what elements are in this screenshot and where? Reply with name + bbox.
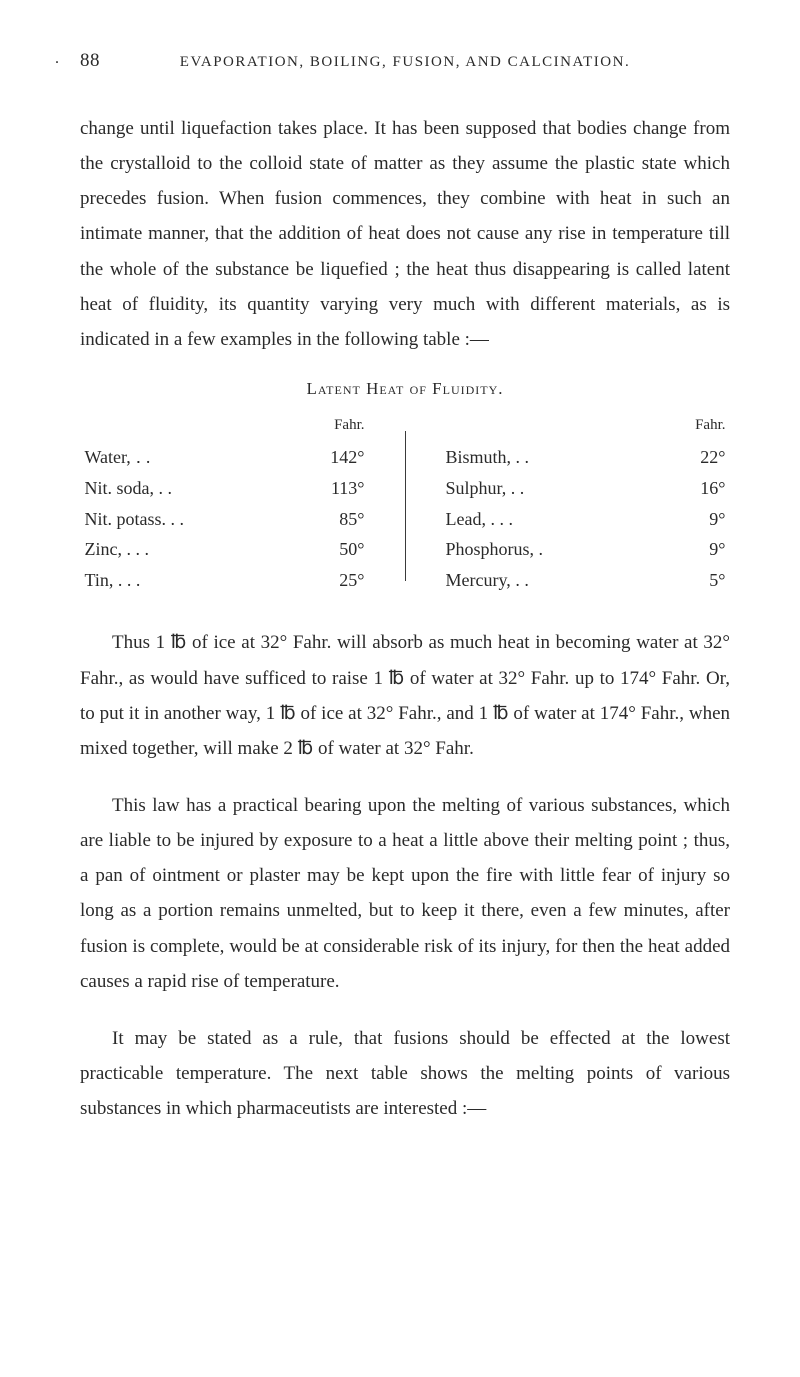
table-row: Bismuth, . . 22° bbox=[446, 442, 726, 473]
row-dots: . . bbox=[166, 509, 184, 529]
row-value: 142° bbox=[305, 442, 365, 473]
row-label: Tin, . bbox=[85, 570, 123, 590]
row-dots: . . bbox=[122, 570, 140, 590]
table-divider bbox=[405, 431, 406, 581]
table-column-header-right: Fahr. bbox=[695, 413, 725, 439]
paragraph-2: Thus 1 ℔ of ice at 32° Fahr. will absorb… bbox=[80, 625, 730, 766]
row-label: Lead, . bbox=[446, 509, 495, 529]
paragraph-1: change until liquefaction takes place. I… bbox=[80, 111, 730, 357]
row-dots: . . bbox=[154, 478, 172, 498]
latent-heat-table: x Fahr. Water, ․ . 142° Nit. soda, . . 1… bbox=[80, 413, 730, 595]
row-label: Mercury, bbox=[446, 570, 511, 590]
row-label: Nit. potass. bbox=[85, 509, 167, 529]
row-label: Water, bbox=[85, 447, 131, 467]
row-value: 50° bbox=[305, 534, 365, 565]
table-row: Mercury, . . 5° bbox=[446, 565, 726, 596]
row-dots: . . bbox=[511, 447, 529, 467]
row-label: Zinc, . bbox=[85, 539, 132, 559]
page-header: EVAPORATION, BOILING, FUSION, AND CALCIN… bbox=[80, 54, 730, 71]
row-dots: . . bbox=[495, 509, 513, 529]
row-value: 9° bbox=[666, 504, 726, 535]
row-dots: . . bbox=[131, 539, 149, 559]
table-left-column: x Fahr. Water, ․ . 142° Nit. soda, . . 1… bbox=[85, 413, 365, 595]
paragraph-4: It may be stated as a rule, that fusions… bbox=[80, 1021, 730, 1126]
table-row: Sulphur, . . 16° bbox=[446, 473, 726, 504]
row-dots: . . bbox=[506, 478, 524, 498]
table-column-header-left: Fahr. bbox=[334, 413, 364, 439]
table-row: Water, ․ . 142° bbox=[85, 442, 365, 473]
row-value: 85° bbox=[305, 504, 365, 535]
page-number: 88 bbox=[80, 50, 100, 72]
row-label: Sulphur, bbox=[446, 478, 507, 498]
margin-bullet: . bbox=[55, 50, 59, 68]
row-value: 113° bbox=[305, 473, 365, 504]
table-row: Tin, . . . 25° bbox=[85, 565, 365, 596]
row-label: Phosphorus, bbox=[446, 539, 535, 559]
row-label: Nit. soda, bbox=[85, 478, 155, 498]
table-row: Nit. soda, . . 113° bbox=[85, 473, 365, 504]
row-dots: . bbox=[534, 539, 543, 559]
row-value: 16° bbox=[666, 473, 726, 504]
row-value: 22° bbox=[666, 442, 726, 473]
row-value: 5° bbox=[666, 565, 726, 596]
table-row: Lead, . . . 9° bbox=[446, 504, 726, 535]
table-row: Phosphorus, . 9° bbox=[446, 534, 726, 565]
paragraph-3: This law has a practical bearing upon th… bbox=[80, 788, 730, 999]
table-title: Latent Heat of Fluidity. bbox=[80, 379, 730, 399]
table-row: Zinc, . . . 50° bbox=[85, 534, 365, 565]
row-value: 25° bbox=[305, 565, 365, 596]
row-dots: . . bbox=[511, 570, 529, 590]
table-right-column: x Fahr. Bismuth, . . 22° Sulphur, . . 16… bbox=[446, 413, 726, 595]
row-dots: ․ . bbox=[131, 447, 151, 467]
table-row: Nit. potass. . . 85° bbox=[85, 504, 365, 535]
row-value: 9° bbox=[666, 534, 726, 565]
row-label: Bismuth, bbox=[446, 447, 512, 467]
